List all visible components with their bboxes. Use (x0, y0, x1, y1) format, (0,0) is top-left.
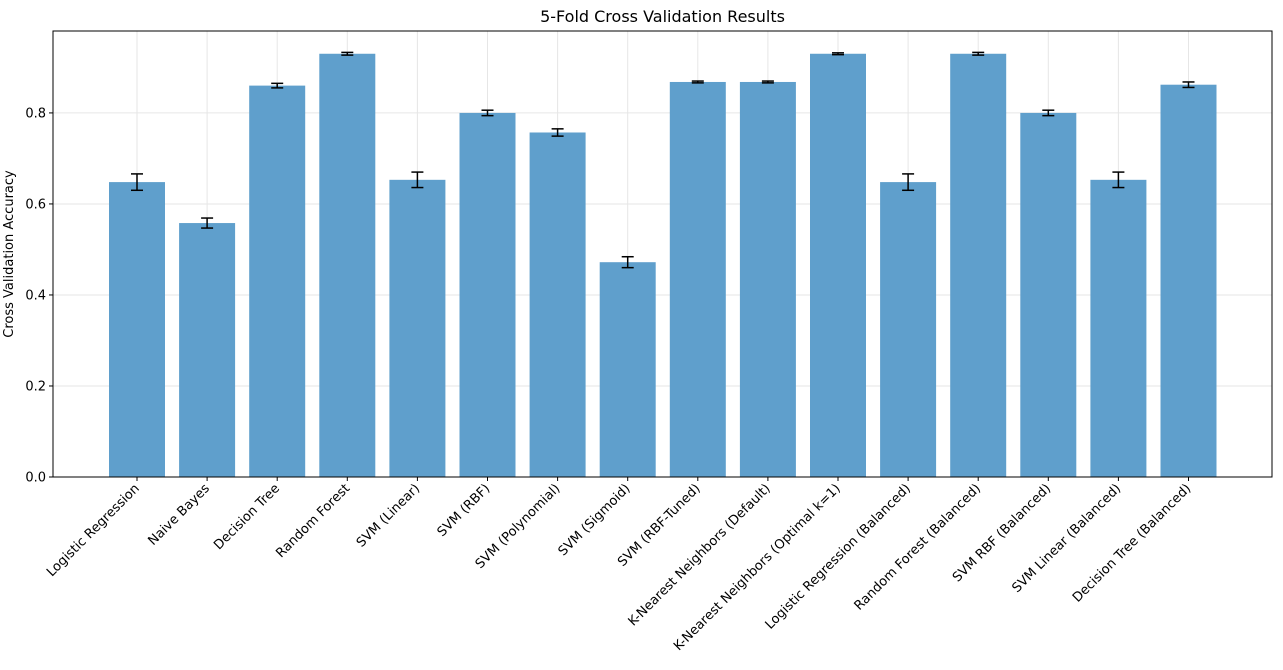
error-bar (832, 52, 844, 56)
y-tick-label: 0.0 (25, 471, 46, 486)
y-tick-label: 0.4 (25, 288, 46, 303)
bars (109, 53, 1217, 478)
y-tick-label: 0.2 (25, 379, 46, 394)
bar (599, 262, 656, 477)
bar (669, 81, 726, 477)
error-bar (1112, 171, 1125, 189)
error-bar (271, 82, 284, 89)
bar (1090, 179, 1147, 478)
bar (950, 53, 1007, 478)
bar (459, 112, 516, 477)
bar (249, 85, 306, 477)
bar (880, 182, 937, 477)
y-tick-label: 0.8 (25, 106, 46, 121)
bar (179, 223, 236, 477)
error-bar (1182, 81, 1195, 89)
error-bar (201, 217, 214, 229)
error-bar (621, 255, 634, 269)
bar (1020, 112, 1077, 477)
error-bars (131, 51, 1195, 269)
error-bar (902, 173, 915, 192)
plot-frame (52, 30, 1273, 478)
error-bar (411, 171, 424, 189)
error-bar (1042, 109, 1055, 117)
y-axis-label: Cross Validation Accuracy (2, 170, 17, 338)
bar (739, 81, 796, 477)
y-tick-label: 0.6 (25, 197, 46, 212)
bar (810, 53, 866, 478)
chart-title: 5-Fold Cross Validation Results (540, 7, 785, 26)
bar (529, 132, 586, 477)
error-bar (761, 80, 774, 84)
y-axis-ticks: 0.0 0.2 0.4 0.6 0.8 (25, 106, 53, 486)
error-bar (131, 173, 143, 192)
error-bar (972, 51, 985, 56)
error-bar (341, 51, 354, 56)
bar (1160, 84, 1217, 478)
error-bar (551, 128, 564, 137)
bar (389, 179, 446, 478)
error-bar (691, 80, 704, 84)
bar (319, 53, 376, 478)
error-bar (481, 109, 494, 117)
bar (109, 182, 165, 477)
